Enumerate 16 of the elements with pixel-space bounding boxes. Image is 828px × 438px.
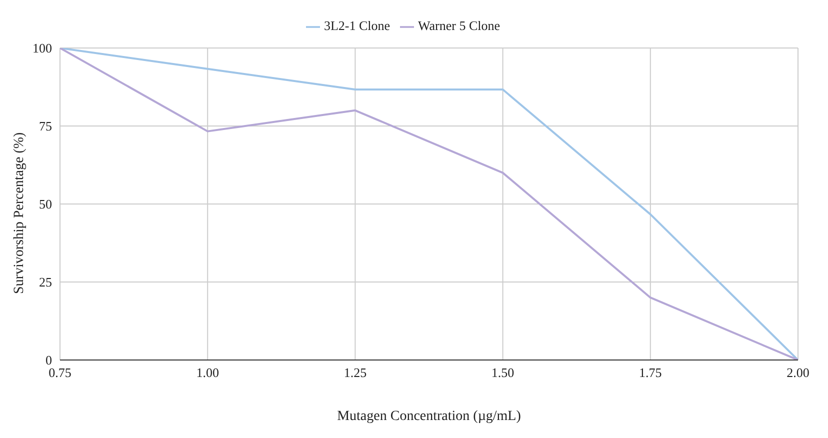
- y-axis-title: Survivorship Percentage (%): [12, 132, 27, 294]
- x-tick-label: 1.00: [196, 365, 219, 380]
- x-tick-label: 1.25: [344, 365, 367, 380]
- x-axis-title: Mutagen Concentration (µg/mL): [337, 409, 522, 424]
- y-tick-label: 75: [39, 118, 52, 134]
- x-tick-label: 0.75: [48, 365, 72, 380]
- x-tick-label: 1.75: [639, 365, 662, 380]
- x-tick-label: 2.00: [786, 365, 810, 380]
- legend-label: Warner 5 Clone: [418, 18, 500, 33]
- x-tick-label: 1.50: [491, 365, 514, 380]
- y-tick-label: 25: [39, 274, 52, 290]
- y-tick-label: 100: [32, 40, 52, 56]
- y-tick-label: 0: [46, 352, 52, 368]
- legend-label: 3L2-1 Clone: [324, 18, 390, 33]
- y-tick-label: 50: [39, 196, 52, 212]
- line-series: [60, 48, 798, 360]
